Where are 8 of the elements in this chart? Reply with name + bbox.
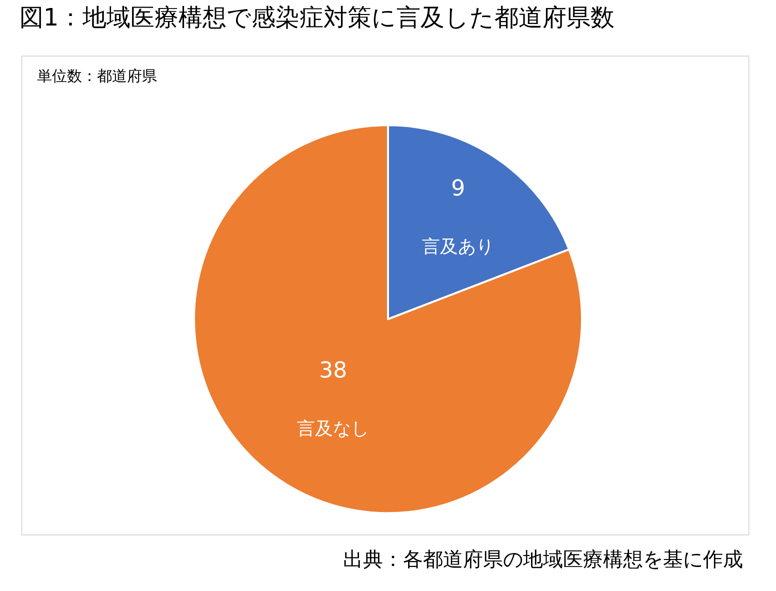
slice-label: 言及なし bbox=[297, 418, 370, 440]
data-label: 9 bbox=[451, 176, 466, 202]
data-label: 38 bbox=[319, 358, 348, 384]
chart-title: 図1：地域医療構想で感染症対策に言及した都道府県数 bbox=[19, 4, 615, 32]
text: 単位数：都道府県 bbox=[37, 67, 157, 85]
slice-label: 言及あり bbox=[422, 236, 494, 258]
pie-slice bbox=[193, 124, 583, 514]
source-note: 出典：各都道府県の地域医療構想を基に作成 bbox=[343, 547, 743, 571]
